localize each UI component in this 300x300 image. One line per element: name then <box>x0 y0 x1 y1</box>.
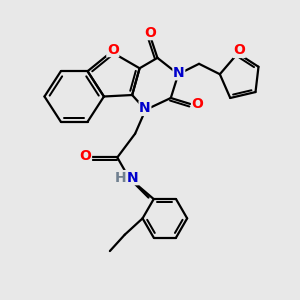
Text: N: N <box>127 171 139 184</box>
Text: O: O <box>107 43 119 56</box>
Text: N: N <box>173 66 184 80</box>
Text: O: O <box>80 149 92 163</box>
Text: O: O <box>233 44 245 57</box>
Text: O: O <box>192 97 203 111</box>
Text: N: N <box>139 101 151 116</box>
Text: O: O <box>144 26 156 40</box>
Text: H: H <box>115 171 127 184</box>
